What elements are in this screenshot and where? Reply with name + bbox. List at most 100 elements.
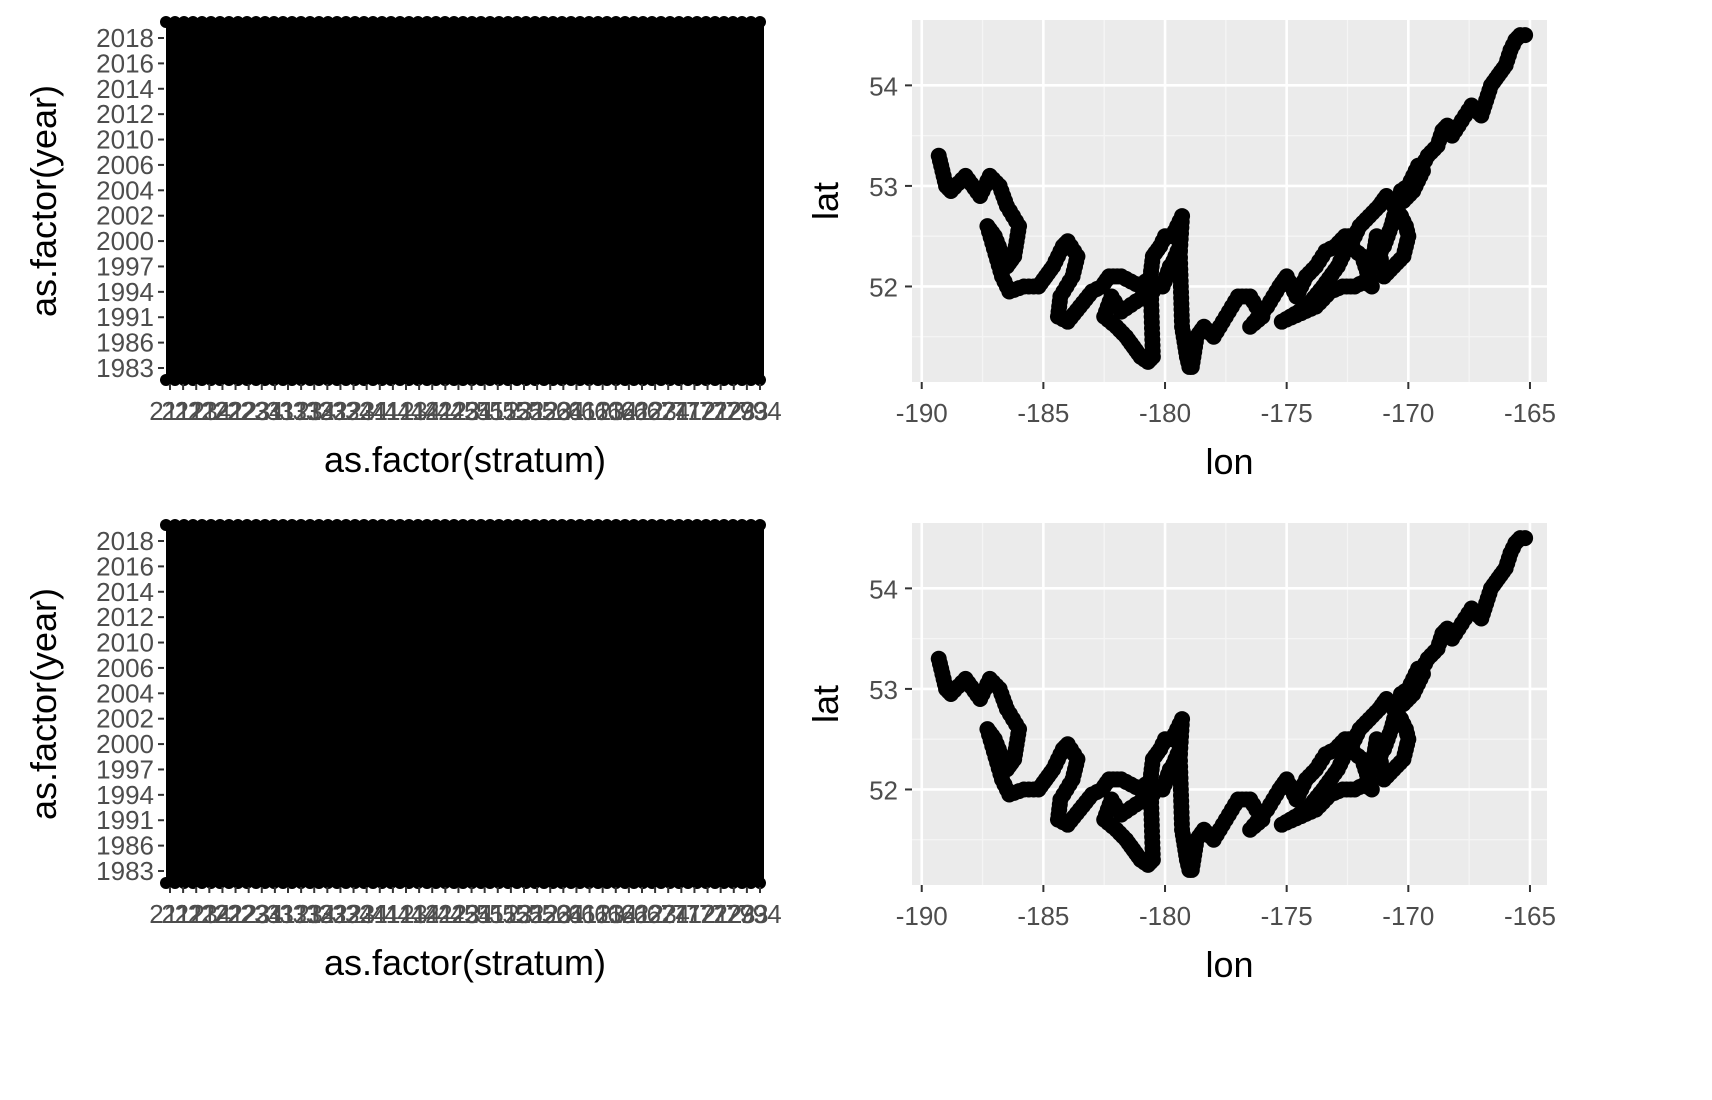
- x-tick-label: 422: [424, 396, 467, 426]
- data-point: [592, 16, 604, 28]
- data-point: [187, 877, 199, 889]
- data-point: [439, 877, 451, 889]
- data-point: [205, 877, 217, 889]
- data-point: [646, 16, 658, 28]
- x-tick-label: -180: [1139, 398, 1191, 428]
- data-point: [538, 374, 550, 386]
- x-tick-label: 324: [345, 899, 388, 929]
- data-point: [421, 374, 433, 386]
- x-tick-label: 611: [556, 396, 597, 426]
- x-tick-label: 312: [266, 396, 309, 426]
- data-point: [286, 519, 298, 531]
- data-point: [565, 877, 577, 889]
- x-tick-label: 212: [161, 899, 204, 929]
- x-tick-label: 421: [411, 899, 454, 929]
- data-point: [664, 374, 676, 386]
- data-point: [232, 519, 244, 531]
- data-point: [394, 16, 406, 28]
- x-tick-label: 411: [359, 899, 400, 929]
- x-tick-label: -175: [1261, 901, 1313, 931]
- data-point: [160, 519, 172, 531]
- data-point: [385, 877, 397, 889]
- y-tick-label: 1994: [96, 277, 154, 307]
- data-point: [268, 519, 280, 531]
- data-point: [205, 16, 217, 28]
- data-point: [241, 374, 253, 386]
- data-point: [430, 519, 442, 531]
- data-point: [610, 374, 622, 386]
- point-layer: [160, 16, 766, 386]
- x-tick-label: 623: [633, 396, 676, 426]
- data-point: [349, 877, 361, 889]
- data-point: [268, 374, 280, 386]
- data-point: [502, 374, 514, 386]
- data-point: [448, 877, 460, 889]
- data-point: [169, 374, 181, 386]
- data-point: [241, 877, 253, 889]
- data-point: [619, 519, 631, 531]
- data-point: [448, 519, 460, 531]
- panel-lon-lat-bottom: -190 -185 -180 -175 -170 -165 52 53 54 lon lat: [805, 523, 1556, 985]
- data-point: [169, 519, 181, 531]
- data-point: [574, 16, 586, 28]
- x-axis-title: as.factor(stratum): [324, 942, 606, 983]
- data-point: [547, 374, 559, 386]
- data-point: [610, 519, 622, 531]
- x-tick-label: 613: [581, 899, 624, 929]
- data-point: [646, 877, 658, 889]
- data-point: [214, 877, 226, 889]
- data-point: [682, 16, 694, 28]
- data-point: [277, 374, 289, 386]
- data-point: [259, 877, 271, 889]
- y-tick-label: 1991: [96, 805, 154, 835]
- x-tick-label: 622: [620, 396, 663, 426]
- data-point: [376, 519, 388, 531]
- data-point: [169, 16, 181, 28]
- data-point: [322, 16, 334, 28]
- data-point: [196, 519, 208, 531]
- data-point: [394, 519, 406, 531]
- x-tick-label: 322: [319, 899, 362, 929]
- data-point: [277, 877, 289, 889]
- data-point: [286, 877, 298, 889]
- data-point: [214, 374, 226, 386]
- data-point: [511, 374, 523, 386]
- data-point: [664, 16, 676, 28]
- data-point: [736, 374, 748, 386]
- data-point: [430, 877, 442, 889]
- y-tick-label: 2002: [96, 704, 154, 734]
- x-tick-label: 413: [384, 396, 427, 426]
- x-tick-label: 222: [214, 396, 257, 426]
- data-point: [466, 16, 478, 28]
- data-point: [331, 519, 343, 531]
- data-point: [439, 519, 451, 531]
- data-point: [304, 374, 316, 386]
- data-point: [349, 374, 361, 386]
- x-tick-label: 723: [712, 396, 755, 426]
- data-point: [403, 877, 415, 889]
- x-tick-label: 621: [607, 899, 650, 929]
- y-tick-label: 54: [869, 71, 898, 101]
- data-point: [655, 374, 667, 386]
- data-point: [727, 877, 739, 889]
- data-point: [628, 16, 640, 28]
- data-point: [637, 877, 649, 889]
- y-tick-label: 2000: [96, 729, 154, 759]
- x-tick-label: 611: [556, 899, 597, 929]
- x-tick-label: 311: [254, 899, 295, 929]
- data-point: [286, 374, 298, 386]
- data-point: [556, 877, 568, 889]
- x-tick-label: 322: [319, 396, 362, 426]
- x-tick-label: 512: [476, 396, 519, 426]
- x-tick-label: 621: [607, 396, 650, 426]
- x-tick-label: 424: [450, 899, 493, 929]
- x-tick-label: 413: [384, 899, 427, 929]
- x-tick-label: 212: [161, 396, 204, 426]
- data-point: [682, 877, 694, 889]
- data-point: [736, 519, 748, 531]
- x-tick-label: 613: [581, 396, 624, 426]
- data-point: [583, 16, 595, 28]
- data-point: [349, 519, 361, 531]
- data-point: [250, 374, 262, 386]
- x-tick-label: 794: [738, 396, 781, 426]
